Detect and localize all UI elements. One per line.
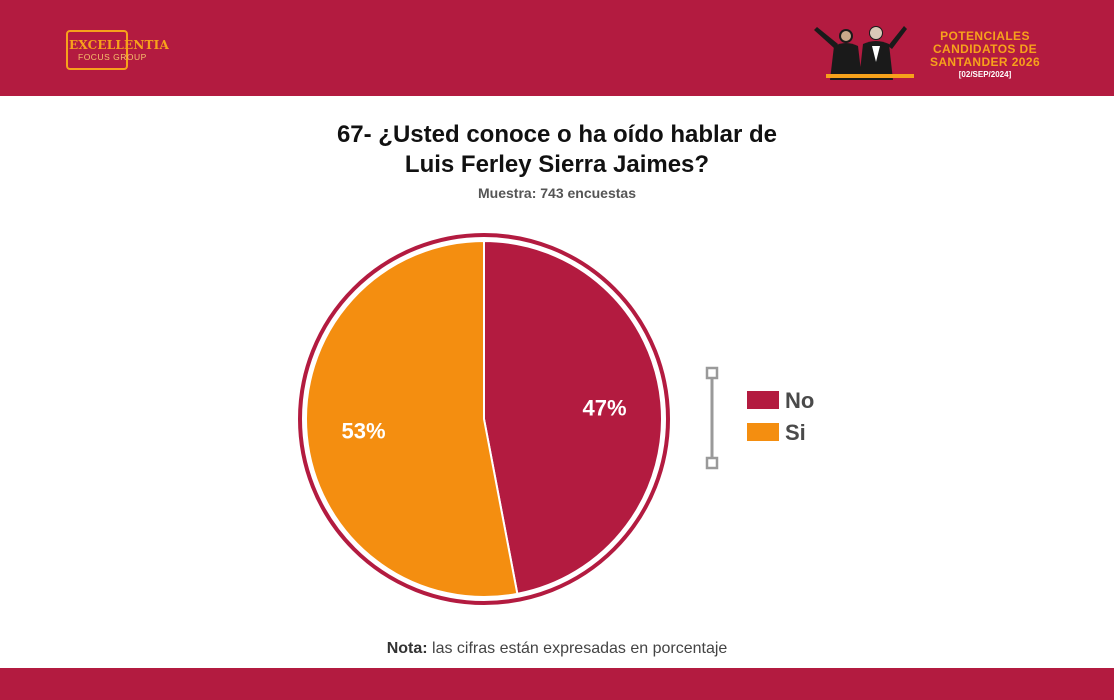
legend-swatch-no [747, 391, 779, 409]
legend-swatch-si [747, 423, 779, 441]
logo-main-text: EXCELLENTIA [69, 38, 169, 52]
logo-sub-text: FOCUS GROUP [78, 52, 147, 62]
chart-title: 67- ¿Usted conoce o ha oído hablar de Lu… [257, 120, 857, 180]
event-line-2: CANDIDATOS DE [932, 42, 1038, 56]
footnote-label: Nota: [386, 640, 428, 657]
legend-bracket [705, 366, 719, 470]
footer-bar [0, 668, 1114, 700]
footnote: Nota: las cifras están expresadas en por… [257, 640, 857, 658]
event-line-3: SANTANDER 2026 [929, 55, 1041, 69]
footnote-text: las cifras están expresadas en porcentaj… [427, 640, 728, 657]
legend-label-si: Si [785, 420, 806, 445]
chart-title-line-2: Luis Ferley Sierra Jaimes? [404, 151, 710, 178]
event-title: POTENCIALES CANDIDATOS DE SANTANDER 2026… [910, 30, 1060, 80]
pie-label-no: 47% [582, 396, 626, 421]
event-line-1: POTENCIALES [940, 29, 1030, 43]
chart-subtitle: Muestra: 743 encuestas [478, 185, 636, 201]
pie-slice-no [483, 239, 663, 596]
event-date: [02/SEP/2024] [958, 70, 1012, 79]
candidates-photo [814, 26, 914, 80]
legend-label-no: No [785, 388, 815, 413]
logo-frame [66, 30, 128, 70]
pie-slice-si [305, 239, 519, 598]
chart-title-line-1: 67- ¿Usted conoce o ha oído hablar de [336, 121, 778, 148]
excellentia-logo: EXCELLENTIA FOCUS GROUP [66, 30, 169, 74]
pie-label-si: 53% [341, 418, 385, 443]
header-bar: EXCELLENTIA FOCUS GROUP POTENCIALES CAND… [0, 0, 1114, 96]
